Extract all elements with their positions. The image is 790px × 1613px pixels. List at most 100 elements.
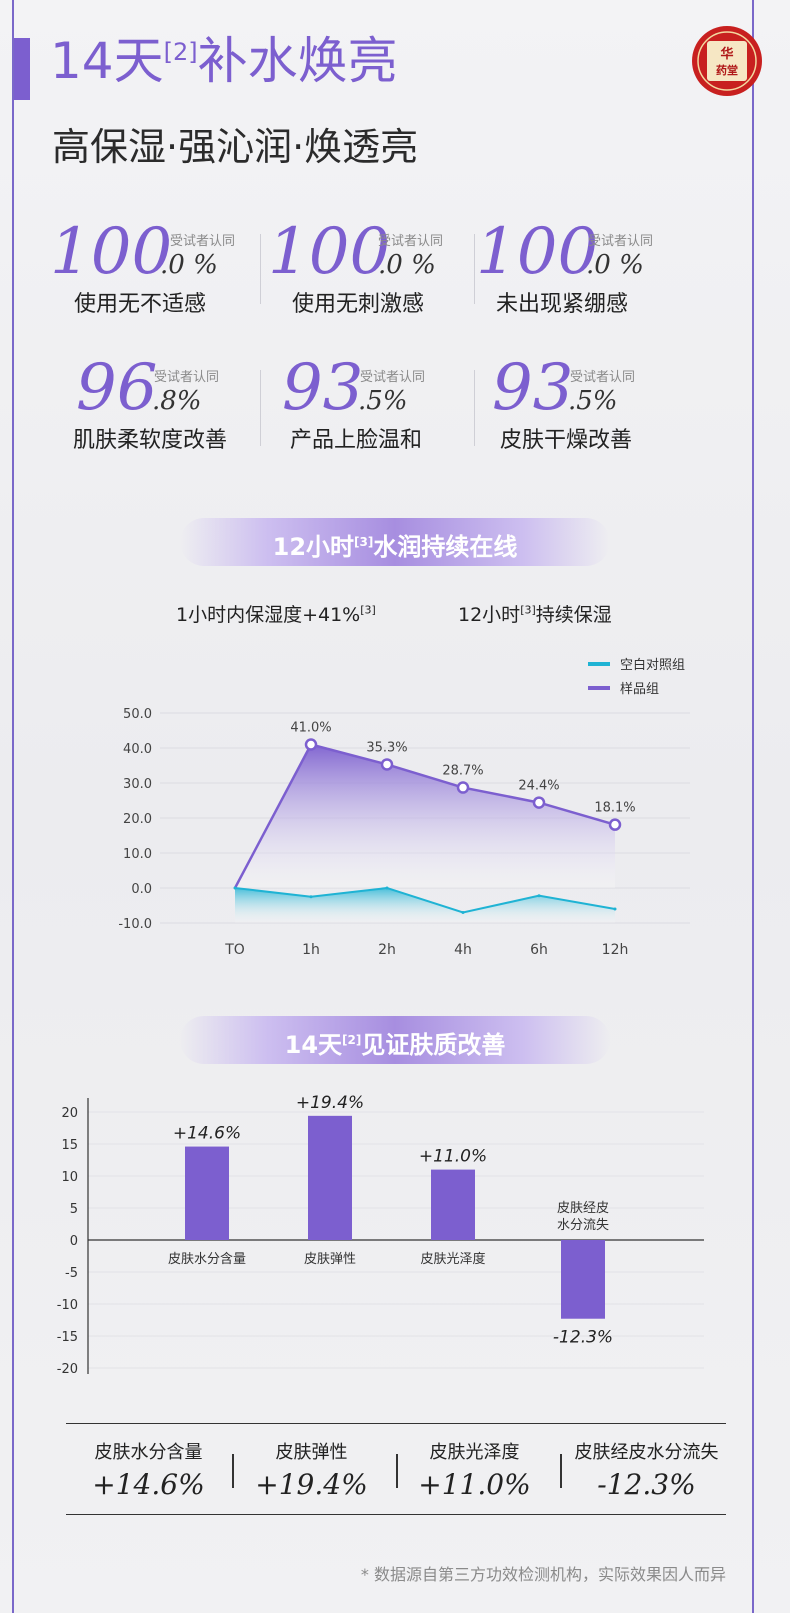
stat-decimal: .5% (358, 386, 408, 416)
y-tick-label: -5 (65, 1266, 78, 1281)
data-label: 28.7% (442, 764, 483, 779)
stat-decimal: .0 % (586, 250, 644, 280)
stat-divider (260, 234, 261, 304)
x-tick-label: 6h (530, 942, 548, 958)
sample-point (456, 781, 470, 794)
y-tick-label: 20 (61, 1106, 78, 1121)
y-tick-label: 0 (70, 1234, 78, 1249)
line-chart: 50.0 40.0 30.0 20.0 10.0 0.0 -10.0 TO 1h 2h 4h 6h 12… (118, 657, 690, 958)
stat-label: 使用无不适感 (73, 292, 206, 317)
control-area (235, 888, 615, 923)
right-frame-line (752, 0, 754, 1613)
banner-sup: [2] (342, 1033, 362, 1047)
stat-decimal: .5% (568, 386, 618, 416)
stat-card: 100 .0 % 受试者认同 使用无不适感 (50, 220, 270, 330)
bar-value-label: +14.6% (173, 1124, 241, 1144)
subheading-right-text-a: 12小时 (458, 604, 521, 626)
summary-value: +19.4% (255, 1468, 368, 1501)
stat-card: 93 .5% 受试者认同 产品上脸温和 (282, 356, 502, 466)
summary-label: 皮肤弹性 (275, 1442, 348, 1463)
bar (561, 1240, 605, 1319)
stat-decimal: .0 % (160, 250, 218, 280)
summary-divider (560, 1454, 562, 1488)
y-tick-label: 20.0 (123, 812, 152, 827)
stat-big: 93 (282, 351, 364, 425)
stat-tag: 受试者认同 (170, 234, 236, 249)
subheading-left-text: 1小时内保湿度+41% (176, 604, 361, 626)
bar-chart: 20 15 10 5 0 -5 -10 -15 -20 +14.6% 皮肤水分含量 +19.4% 皮肤弹… (57, 1093, 704, 1377)
summary-value: +11.0% (418, 1468, 531, 1501)
brand-logo: 华 药堂 (692, 26, 762, 96)
section-banner-moisture: 12小时[3]水润持续在线 (180, 518, 610, 566)
sample-point (304, 738, 318, 751)
bar-value-label: -12.3% (553, 1328, 613, 1348)
chart-subheading-right: 12小时[3]持续保湿 (458, 600, 612, 627)
stat-big: 100 (50, 215, 173, 289)
title-main: 14天 (50, 32, 164, 90)
sample-area (235, 744, 615, 888)
stat-divider (474, 370, 475, 446)
stat-big: 100 (268, 215, 391, 289)
logo-text-top: 华 (720, 46, 733, 62)
stat-tag: 受试者认同 (588, 234, 654, 249)
y-tick-label: -10.0 (118, 917, 152, 932)
x-tick-label: TO (224, 942, 245, 958)
stat-decimal: .0 % (378, 250, 436, 280)
control-point (309, 895, 313, 899)
category-label: 皮肤弹性 (304, 1252, 356, 1267)
stat-card: 96 .8% 受试者认同 肌肤柔软度改善 (73, 351, 296, 466)
sample-point (608, 818, 622, 831)
page-title: 14天[2]补水焕亮 (50, 36, 398, 86)
subheading-left-sup: [3] (360, 603, 376, 617)
summary-label: 皮肤经皮水分流失 (574, 1442, 719, 1463)
stat-tag: 受试者认同 (378, 234, 444, 249)
summary-item: 皮肤光泽度 +11.0% (392, 1438, 557, 1501)
subheading-right-text-b: 持续保湿 (535, 604, 612, 626)
stat-label: 未出现紧绷感 (495, 292, 628, 317)
stat-big: 93 (492, 351, 574, 425)
stat-label: 皮肤干燥改善 (499, 428, 632, 453)
stat-tag: 受试者认同 (360, 370, 426, 385)
control-point (461, 911, 465, 914)
data-label: 35.3% (366, 740, 407, 755)
y-tick-label: 40.0 (123, 742, 152, 757)
stat-card: 100 .0 % 受试者认同 使用无刺激感 (268, 220, 488, 330)
y-tick-label: 10 (61, 1170, 78, 1185)
stat-card: 93 .5% 受试者认同 皮肤干燥改善 (492, 356, 712, 466)
category-label: 皮肤经皮 (557, 1201, 609, 1216)
summary-table: 皮肤水分含量 +14.6% 皮肤弹性 +19.4% 皮肤光泽度 +11.0% 皮… (66, 1423, 726, 1515)
title-sup: [2] (163, 38, 198, 66)
bar-value-label: +19.4% (296, 1093, 364, 1113)
footnote: * 数据源自第三方功效检测机构，实际效果因人而异 (360, 1565, 726, 1584)
title-accent-bar (14, 38, 30, 100)
banner-text-b: 见证肤质改善 (361, 1031, 506, 1059)
stat-big: 96 (76, 351, 158, 425)
banner-text-a: 12小时 (272, 533, 355, 561)
summary-item: 皮肤经皮水分流失 -12.3% (564, 1438, 729, 1501)
title-rest: 补水焕亮 (197, 32, 398, 90)
subheading-right-sup: [3] (520, 603, 536, 617)
page-subtitle: 高保湿·强沁润·焕透亮 (52, 125, 419, 169)
stat-label: 产品上脸温和 (289, 428, 422, 453)
bar (185, 1146, 229, 1240)
section-banner-skin: 14天[2]见证肤质改善 (180, 1016, 610, 1064)
stat-tag: 受试者认同 (570, 370, 636, 385)
legend-label-sample: 样品组 (620, 682, 659, 697)
y-tick-label: 30.0 (123, 777, 152, 792)
y-tick-label: 0.0 (131, 882, 152, 897)
x-tick-label: 4h (454, 942, 472, 958)
x-tick-label: 2h (378, 942, 396, 958)
legend-label-control: 空白对照组 (620, 657, 685, 673)
sample-point (532, 796, 546, 809)
logo-inner-ring (697, 31, 757, 91)
stat-label: 使用无刺激感 (291, 292, 424, 317)
y-tick-label: 50.0 (123, 707, 152, 722)
summary-label: 皮肤水分含量 (94, 1442, 203, 1463)
bar (431, 1169, 475, 1240)
x-tick-label: 12h (602, 942, 629, 958)
y-tick-label: -10 (57, 1298, 78, 1313)
banner-text-b: 水润持续在线 (373, 533, 518, 561)
control-point (233, 886, 237, 890)
summary-divider (232, 1454, 234, 1488)
summary-label: 皮肤光泽度 (429, 1442, 520, 1463)
